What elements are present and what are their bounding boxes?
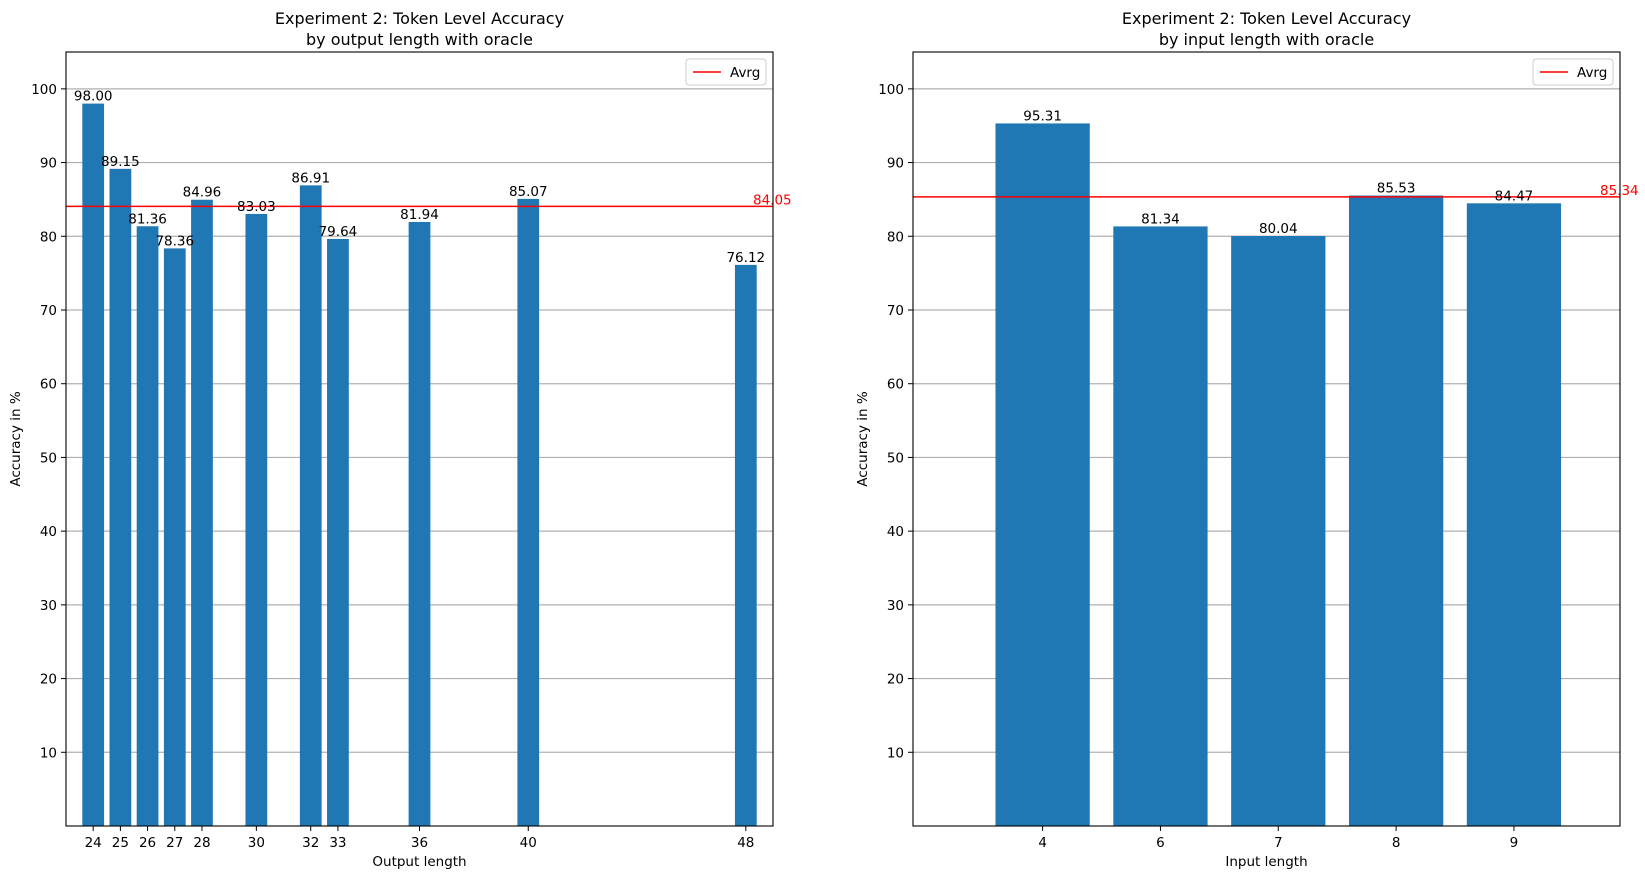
y-tick-label: 90 [887,156,904,172]
bar-8 [1349,196,1443,826]
bar-value-label: 85.07 [509,184,548,200]
average-label: 85.34 [1600,183,1639,199]
x-tick-label: 24 [85,835,102,851]
x-tick-label: 4 [1038,835,1047,851]
y-tick-label: 90 [40,156,57,172]
y-tick-label: 40 [887,524,904,540]
y-tick-label: 80 [40,229,57,245]
bar-value-label: 89.15 [101,154,140,170]
bar-25 [110,169,132,826]
legend-label: Avrg [1577,65,1607,81]
chart-title: Experiment 2: Token Level Accuracy [275,9,564,28]
bar-value-label: 76.12 [726,250,765,266]
y-tick-label: 10 [40,745,57,761]
y-tick-label: 60 [887,377,904,393]
x-tick-label: 9 [1510,835,1519,851]
bar-value-label: 81.36 [128,211,167,227]
bar-value-label: 81.94 [400,207,439,223]
y-tick-label: 70 [40,303,57,319]
y-tick-label: 60 [40,377,57,393]
bar-36 [409,222,431,826]
bar-26 [137,226,159,826]
y-tick-label: 40 [40,524,57,540]
bar-33 [327,239,349,826]
x-tick-label: 8 [1392,835,1401,851]
chart-panel-2: 85.34 95.31 81.34 80.04 85.53 84.47 10 20 30 40 50… [855,9,1639,870]
x-tick-label: 26 [139,835,156,851]
x-axis-label: Input length [1225,854,1307,870]
average-label: 84.05 [753,192,792,208]
chart-panel-1: 84.05 98.00 89.15 81.36 78.36 84.96 83.03 86.91… [8,9,792,870]
legend-label: Avrg [730,65,760,81]
y-tick-label: 50 [40,450,57,466]
bar-value-label: 84.47 [1495,188,1534,204]
y-tick-label: 20 [887,672,904,688]
y-tick-label: 70 [887,303,904,319]
bar-value-label: 79.64 [319,224,358,240]
y-tick-label: 50 [887,450,904,466]
bar-24 [82,104,104,826]
chart-subtitle: by output length with oracle [306,30,533,49]
bar-value-label: 83.03 [237,199,276,215]
bar-value-label: 98.00 [74,89,113,105]
bar-7 [1231,236,1325,826]
x-tick-label: 27 [166,835,183,851]
y-tick-label: 80 [887,229,904,245]
x-tick-label: 28 [193,835,210,851]
x-tick-label: 48 [737,835,754,851]
bar-6 [1113,226,1207,826]
bar-30 [245,214,267,826]
bar-value-label: 78.36 [155,233,194,249]
x-tick-label: 7 [1274,835,1283,851]
x-tick-label: 36 [411,835,428,851]
x-tick-label: 40 [520,835,537,851]
y-axis-label: Accuracy in % [855,391,871,487]
bar-value-label: 80.04 [1259,221,1298,237]
bar-48 [735,265,757,826]
bar-value-label: 81.34 [1141,211,1180,227]
bar-27 [164,248,186,826]
bar-9 [1467,203,1561,826]
y-tick-label: 30 [40,598,57,614]
x-tick-label: 33 [329,835,346,851]
bar-4 [995,123,1089,826]
bar-value-label: 95.31 [1023,108,1062,124]
y-tick-label: 20 [40,672,57,688]
y-tick-label: 100 [878,82,904,98]
y-axis-label: Accuracy in % [8,391,24,487]
bar-value-label: 85.53 [1377,181,1416,197]
bar-value-label: 86.91 [291,170,330,186]
bar-32 [300,185,322,826]
chart-title: Experiment 2: Token Level Accuracy [1122,9,1411,28]
bar-28 [191,200,213,826]
y-tick-label: 30 [887,598,904,614]
x-tick-label: 25 [112,835,129,851]
bar-value-label: 84.96 [183,185,222,201]
legend: Avrg [686,59,766,85]
chart-subtitle: by input length with oracle [1159,30,1374,49]
x-axis-label: Output length [372,854,466,870]
bar-40 [517,199,539,826]
x-tick-label: 6 [1156,835,1165,851]
y-tick-label: 100 [31,82,57,98]
x-tick-label: 30 [248,835,265,851]
y-tick-label: 10 [887,745,904,761]
legend: Avrg [1533,59,1613,85]
x-tick-label: 32 [302,835,319,851]
